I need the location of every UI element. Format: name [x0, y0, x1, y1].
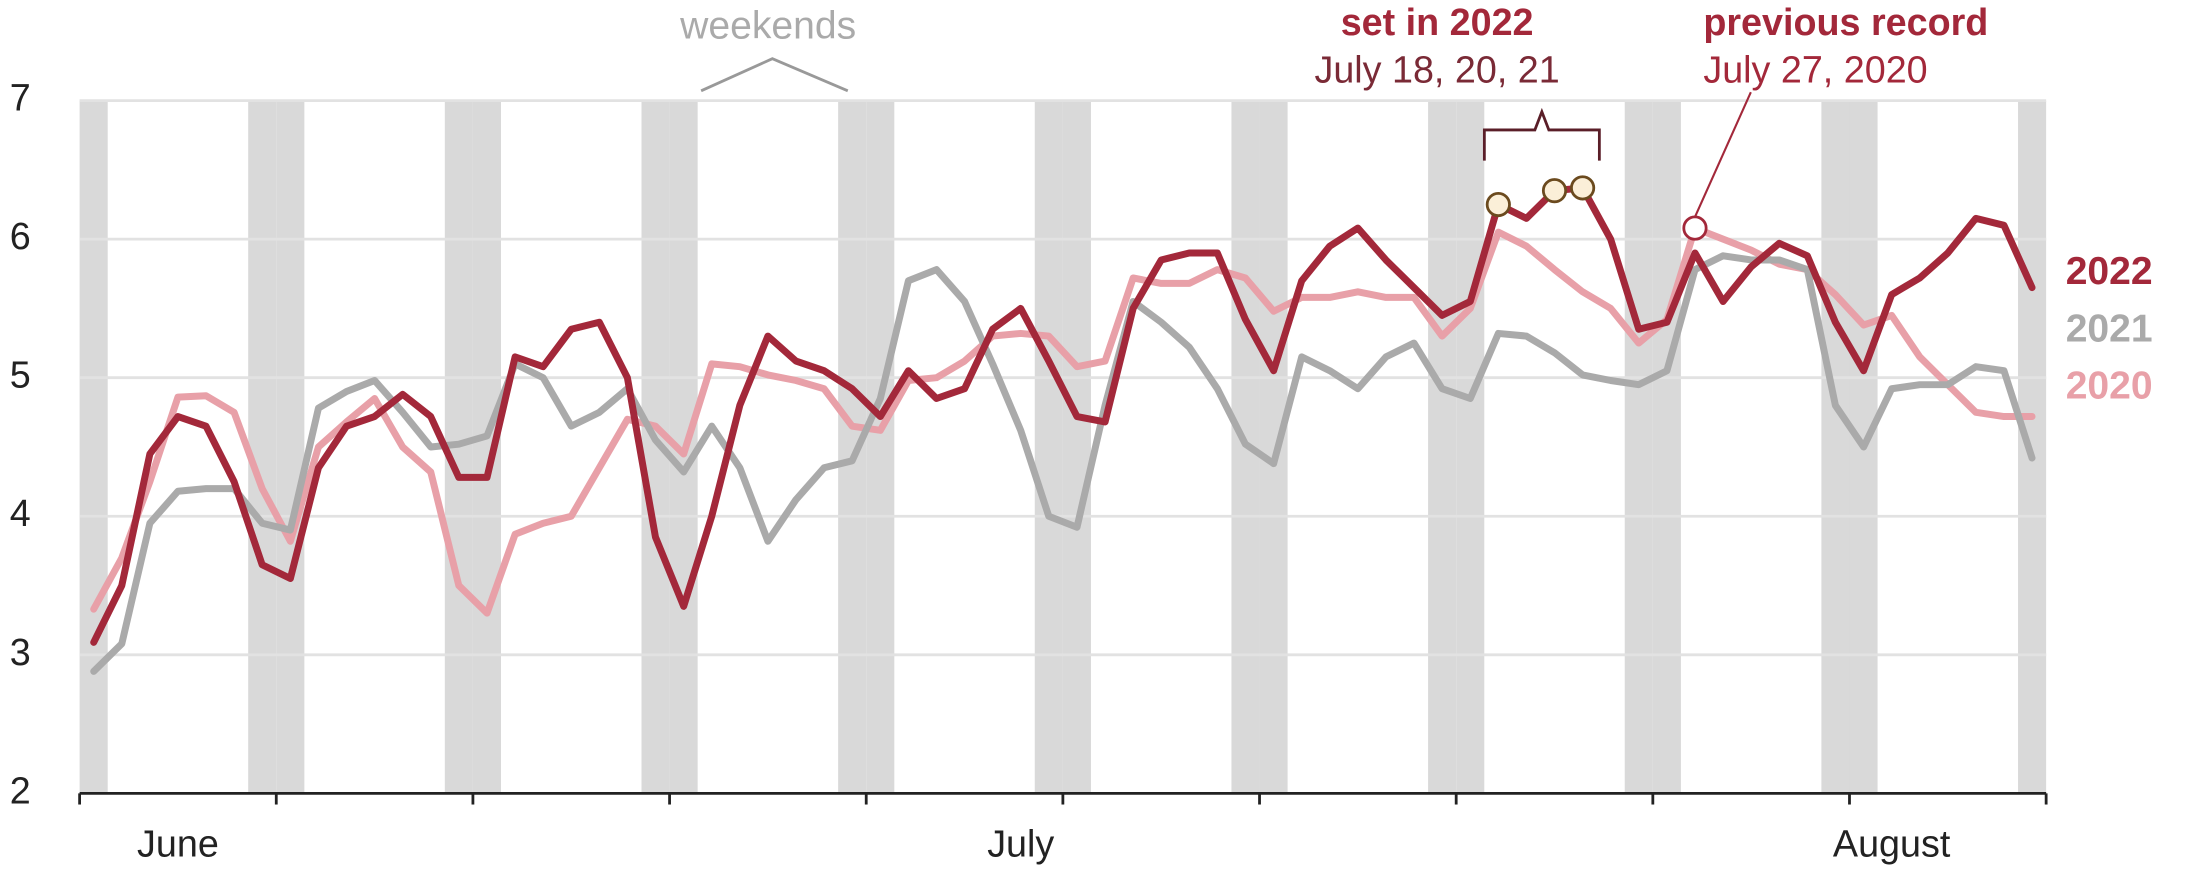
weekend-band [1652, 100, 1681, 794]
record-marker [1485, 191, 1511, 218]
weekend-band [79, 100, 108, 794]
record-marker [1541, 178, 1568, 204]
weekend-band [866, 100, 895, 794]
weekend-band [1821, 100, 1850, 794]
y-tick-label: 4 [10, 492, 31, 534]
annotation-text: July 27, 2020 [1703, 49, 1927, 91]
lines [90, 184, 2036, 675]
annotation-title: previous record [1703, 1, 1988, 43]
x-tick-label: June [137, 822, 219, 864]
weekend-band [248, 100, 277, 794]
y-tick-label: 3 [10, 631, 31, 673]
weekend-band [1624, 100, 1653, 794]
weekends-label: weekends [679, 4, 856, 47]
weekend-band [1259, 100, 1288, 794]
series-line [90, 224, 2036, 617]
record-marker [1682, 215, 1708, 241]
record-marker [1570, 175, 1596, 201]
weekend-band [1034, 100, 1063, 794]
annotation-title: set in 2022 [1341, 1, 1534, 43]
x-tick-label: August [1833, 822, 1951, 864]
weekend-band [1062, 100, 1091, 794]
weekend-band [276, 100, 305, 794]
series-line [90, 184, 2036, 646]
legend-label: 2021 [2066, 307, 2153, 350]
weekend-band [1428, 100, 1457, 794]
series-line [90, 252, 2036, 675]
x-tick-label: July [987, 822, 1054, 864]
annotation-leader [1694, 91, 1752, 218]
legend-label: 2020 [2066, 365, 2153, 408]
legend-label: 2022 [2066, 250, 2153, 293]
weekends-caret [700, 57, 849, 93]
annotation-text: July 18, 20, 21 [1314, 49, 1559, 91]
y-tick-label: 5 [10, 354, 31, 396]
overlay: 2022 2021 2020 weekends set in 2022 July 18, … [679, 1, 2153, 407]
y-tick-label: 6 [10, 215, 31, 257]
weekend-bands [79, 100, 2047, 794]
y-tick-label: 7 [10, 77, 31, 119]
annotation-bracket [1482, 107, 1601, 161]
weekend-band [1456, 100, 1485, 794]
grid: 2 3 4 5 6 7 June July August [10, 77, 2048, 864]
y-tick-label: 2 [10, 769, 31, 811]
